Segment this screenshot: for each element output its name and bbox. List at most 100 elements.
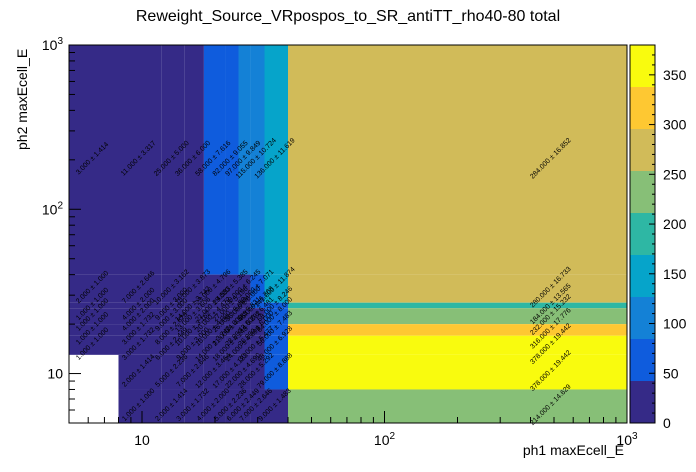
heatmap-cell — [161, 324, 185, 336]
palette-swatch — [630, 381, 655, 423]
palette-tick-label: 250 — [663, 166, 687, 182]
heatmap-cell — [238, 274, 251, 303]
heatmap-cell — [225, 308, 239, 325]
palette-tick-label: 100 — [663, 316, 687, 332]
palette-swatch — [630, 45, 655, 87]
heatmap-cell — [264, 324, 288, 336]
palette-swatch — [630, 87, 655, 129]
palette-tick-label: 150 — [663, 266, 687, 282]
heatmap-cell — [238, 335, 251, 355]
y-tick-label: 10 — [47, 366, 63, 382]
heatmap-cell — [161, 302, 185, 309]
heatmap-cell — [250, 45, 265, 275]
heatmap-cell — [184, 389, 204, 423]
heatmap-cell — [264, 354, 288, 390]
heatmap-cell — [203, 45, 226, 275]
heatmap-cell — [69, 324, 119, 336]
heatmap-cell — [264, 274, 288, 303]
heatmap-cell — [184, 335, 204, 355]
heatmap-cell — [238, 324, 251, 336]
heatmap-cell — [118, 324, 162, 336]
heatmap-cell — [184, 324, 204, 336]
palette-swatch — [630, 171, 655, 213]
heatmap-cell — [250, 389, 265, 423]
heatmap-cell — [238, 354, 251, 390]
heatmap-cell — [161, 308, 185, 325]
heatmap-cell — [161, 274, 185, 303]
axes: 10 102 103 10 102 103 — [42, 36, 638, 448]
heatmap-cell — [184, 308, 204, 325]
heatmap-cell — [118, 274, 162, 303]
heatmap-cell — [287, 274, 627, 303]
heatmap-cell — [225, 324, 239, 336]
heatmap-cell — [225, 302, 239, 309]
heatmap-cell — [118, 45, 162, 275]
palette-tick-label: 50 — [663, 365, 679, 381]
y-tick-label: 103 — [42, 36, 64, 53]
heatmap-cell — [225, 335, 239, 355]
heatmap-cell — [203, 354, 226, 390]
heatmap-cell — [118, 389, 162, 423]
heatmap-cell — [161, 389, 185, 423]
heatmap-cell — [161, 354, 185, 390]
heatmap-cell — [287, 335, 627, 355]
heatmap-cell — [264, 389, 288, 423]
heatmap-cell — [184, 354, 204, 390]
heatmap-cell — [69, 308, 119, 325]
chart-title: Reweight_Source_VRpospos_to_SR_antiTT_rh… — [135, 8, 561, 25]
palette-tick-label: 200 — [663, 216, 687, 232]
x-tick-label: 102 — [374, 431, 396, 448]
palette-tick-label: 0 — [663, 415, 671, 431]
y-tick-label: 102 — [42, 200, 64, 217]
heatmap-cell — [184, 45, 204, 275]
heatmap-cell — [264, 302, 288, 309]
heatmap-cell — [250, 274, 265, 303]
heatmap-cell — [225, 354, 239, 390]
x-tick-label: 103 — [616, 431, 638, 448]
heatmap-cell — [250, 354, 265, 390]
heatmap-cell — [287, 302, 627, 309]
heatmap-cell — [203, 335, 226, 355]
heatmap-cell — [250, 324, 265, 336]
heatmap-cell — [238, 302, 251, 309]
palette-swatch — [630, 213, 655, 255]
palette-tick-label: 350 — [663, 67, 687, 83]
heatmap-cell — [69, 45, 119, 275]
plot-frame — [68, 44, 628, 424]
palette-swatch — [630, 297, 655, 339]
heatmap-cell — [184, 274, 204, 303]
y-axis-label: ph2 maxEcell_E — [14, 48, 30, 150]
heatmap-cell — [203, 389, 226, 423]
heatmap-cell — [118, 354, 162, 390]
heatmap-cell — [69, 302, 119, 309]
color-palette: 0 50 100 150 200 250 300 350 — [629, 44, 687, 431]
heatmap-cell — [250, 308, 265, 325]
heatmap-cell — [238, 389, 251, 423]
heatmap-cell — [203, 324, 226, 336]
heatmap-cell — [287, 354, 627, 390]
heatmap-cell — [118, 335, 162, 355]
heatmap-cell — [118, 308, 162, 325]
heatmap-cell — [238, 45, 251, 275]
heatmap-cell — [69, 274, 119, 303]
heatmap-cell — [287, 324, 627, 336]
heatmap-cells — [69, 45, 627, 423]
x-axis-label: ph1 maxEcell_E — [522, 442, 624, 458]
palette-tick-label: 300 — [663, 117, 687, 133]
heatmap-cell — [118, 302, 162, 309]
heatmap-cell — [161, 45, 185, 275]
heatmap-cell — [287, 45, 627, 275]
heatmap-cell — [225, 45, 239, 275]
heatmap-cell — [238, 308, 251, 325]
heatmap-cell — [161, 335, 185, 355]
heatmap-cell — [250, 302, 265, 309]
palette-swatch — [630, 255, 655, 297]
heatmap-cell — [69, 335, 119, 355]
heatmap-cell — [287, 308, 627, 325]
heatmap-cell — [225, 389, 239, 423]
x-tick-label: 10 — [134, 432, 150, 448]
heatmap-cell — [203, 308, 226, 325]
heatmap-cell — [264, 45, 288, 275]
heatmap-cell — [264, 308, 288, 325]
